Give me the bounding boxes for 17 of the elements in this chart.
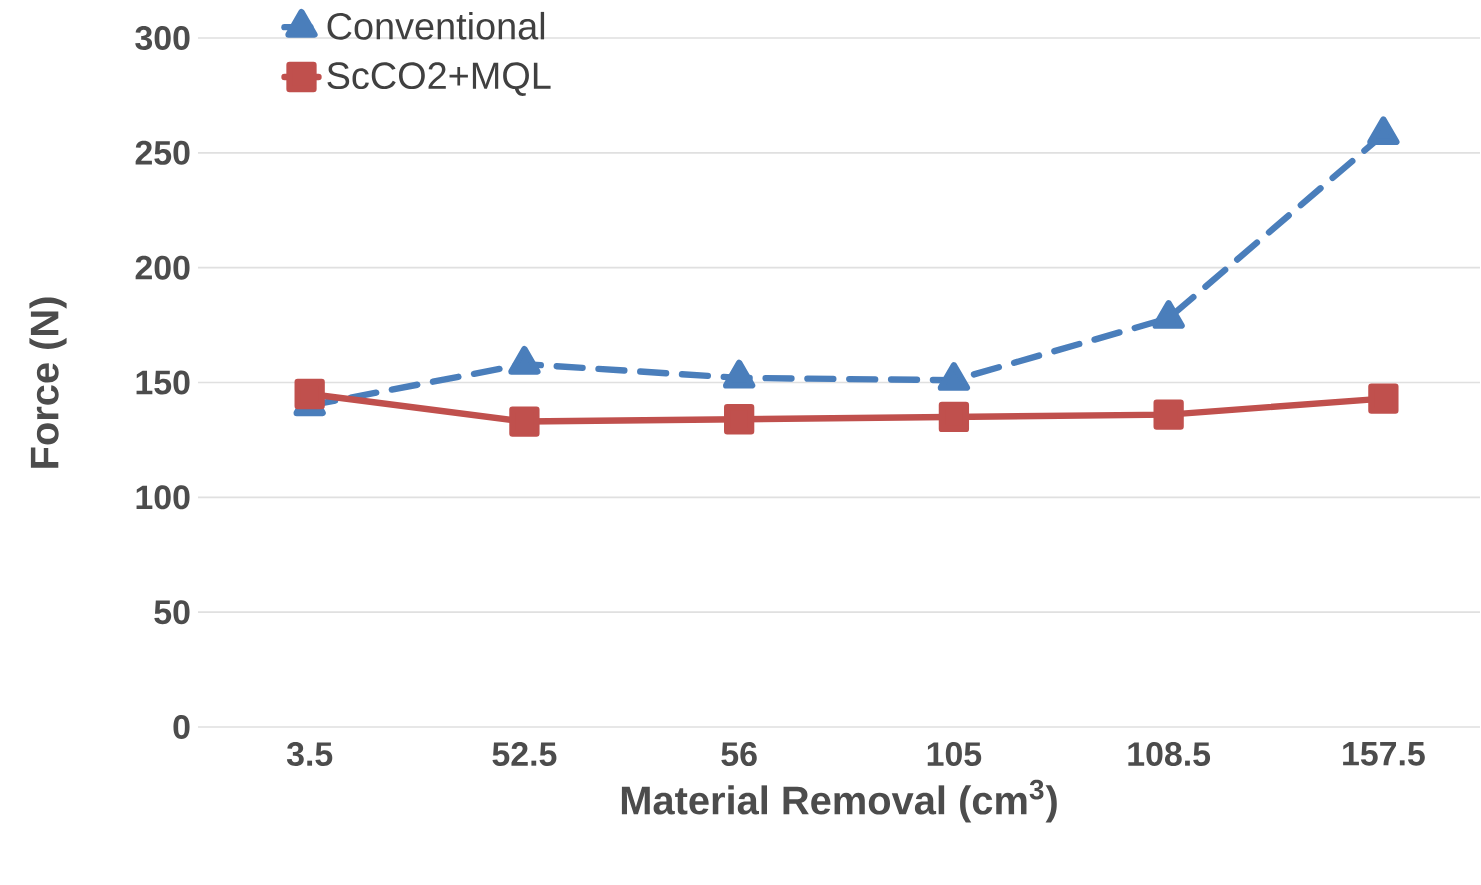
legend-label: Conventional (327, 11, 545, 40)
y-tick-label: 300 (135, 25, 190, 50)
y-tick-label: 250 (135, 140, 190, 165)
x-tick-label: 105 (927, 742, 982, 767)
y-tick-label: 0 (173, 715, 190, 739)
y-tick-label: 100 (136, 485, 190, 510)
x-tick-label: 56 (721, 742, 757, 767)
x-tick-label: 157.5 (1343, 742, 1425, 766)
x-tick-label: 52.5 (492, 742, 557, 767)
x-tick-label: 108.5 (1128, 742, 1211, 767)
y-axis-title: Force (N) (29, 297, 67, 468)
legend-label: ScCO2+MQL (327, 62, 551, 96)
y-tick-label: 50 (154, 600, 190, 625)
y-tick-label: 150 (136, 370, 190, 395)
x-axis-title: Material Removal (cm$^{3}$) (621, 779, 1057, 823)
y-tick-label: 200 (135, 255, 190, 280)
x-tick-label: 3.5 (286, 742, 333, 767)
